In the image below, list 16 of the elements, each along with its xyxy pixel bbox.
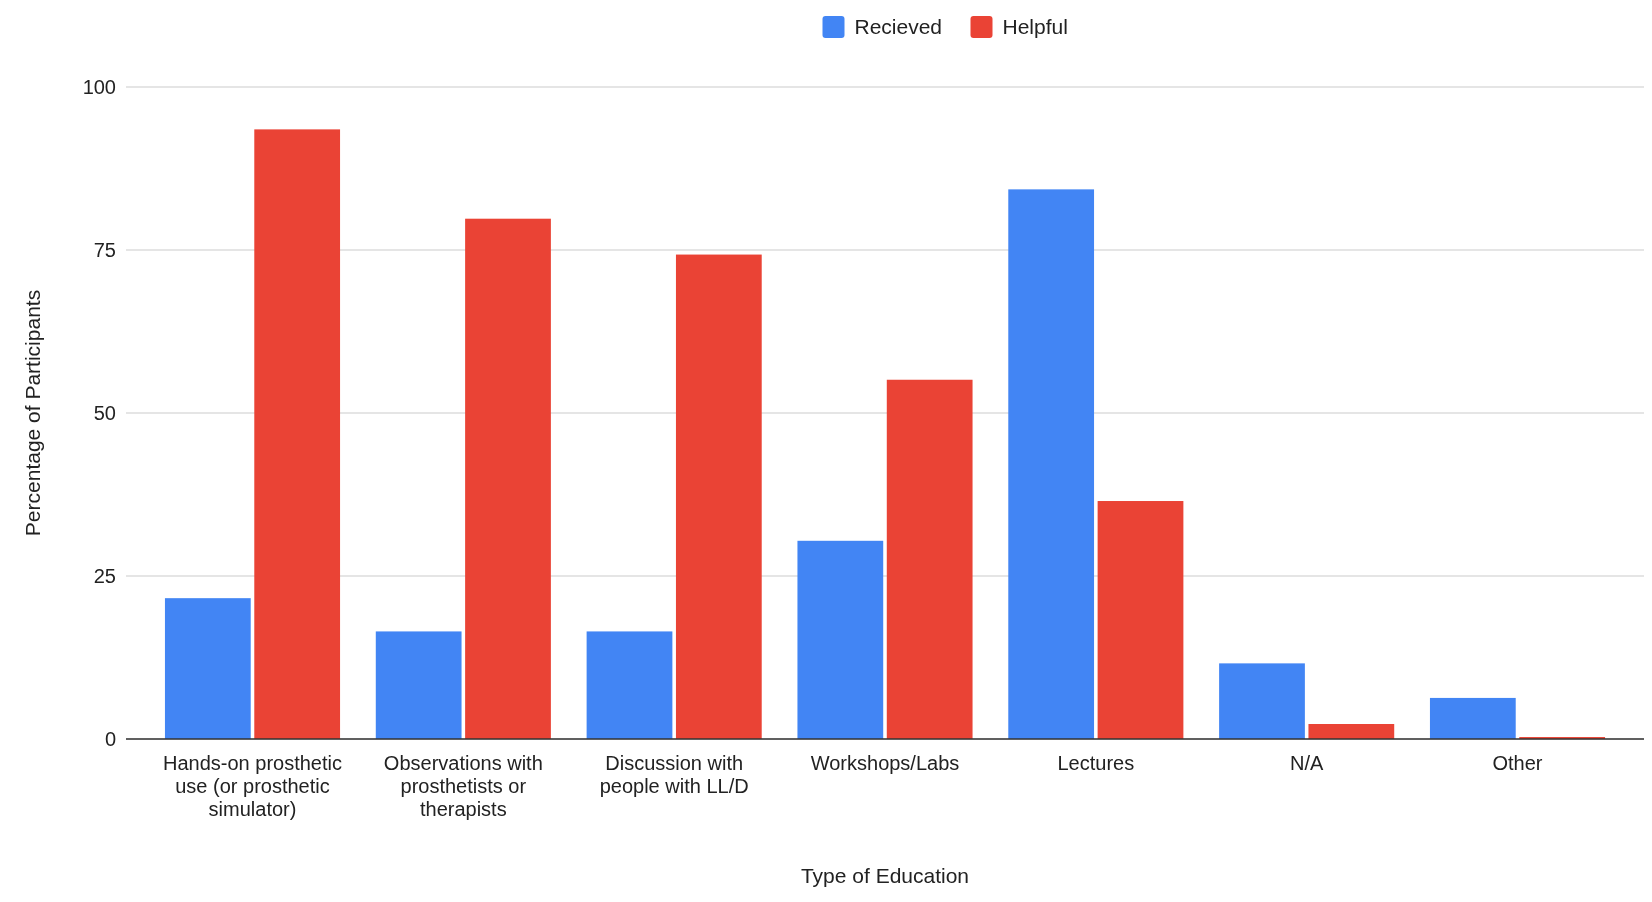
x-tick-label: Hands-on prosthetic use (or prosthetic simulator) (163, 752, 342, 820)
y-tick-label: 0 (104, 728, 116, 750)
y-tick-label: 100 (82, 76, 116, 98)
x-tick-label: Workshops/Labs (810, 752, 960, 774)
x-axis-title: Type of Education (800, 864, 970, 887)
x-tick-label: Lectures (1057, 752, 1135, 774)
y-tick-label: 75 (93, 239, 116, 261)
x-tick-label: Observations with prosthetists or therapists (383, 752, 543, 820)
x-tick-label: Other (1492, 752, 1543, 774)
x-tick-label: N/A (1289, 752, 1324, 774)
x-tick-label: Discussion with people with LL/D (599, 752, 749, 797)
y-axis-title: Percentage of Participants (21, 289, 44, 537)
y-tick-label: 25 (93, 565, 116, 587)
y-tick-label: 50 (93, 402, 116, 424)
legend-label: Helpful (1002, 15, 1068, 39)
legend-label: Recieved (854, 15, 943, 39)
